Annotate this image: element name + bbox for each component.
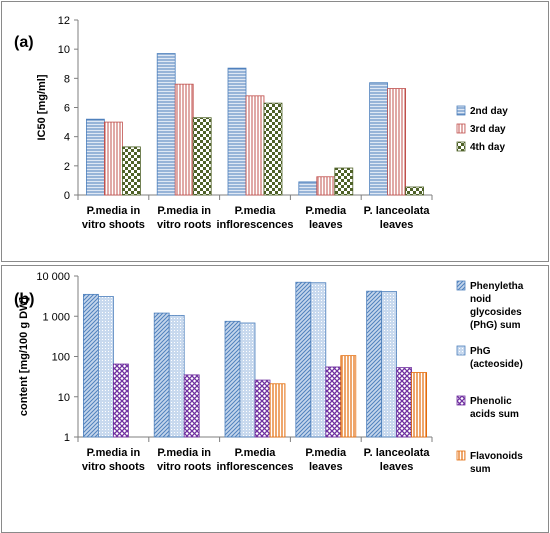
legend-swatch-b: [456, 450, 466, 461]
legend-label-b: noid: [470, 294, 491, 305]
bar-a: [192, 117, 212, 196]
legend-label-b: Phenolic: [470, 396, 512, 407]
chart-panel-a: (a) IC50 [mg/ml] 0 2 4 6 8 10 12 P.media in vitro …: [1, 1, 549, 262]
legend-label-b: acids sum: [470, 409, 519, 420]
bar-b: [83, 293, 99, 438]
bar-a: [122, 146, 141, 196]
x-category-label-b: vitro roots: [157, 461, 211, 473]
bar-b: [381, 291, 398, 438]
bar-b: [325, 366, 342, 438]
legend-label-a: 2nd day: [470, 106, 508, 117]
bar-a: [227, 67, 247, 196]
bar-a: [387, 88, 407, 196]
bar-a: [245, 95, 265, 196]
y-axis-title-a: IC50 [mg/ml]: [36, 74, 48, 140]
y-tick-label-a: 8: [64, 73, 70, 85]
bar-a: [263, 102, 283, 196]
legend-label-b: Phenyletha: [470, 281, 524, 292]
bar-a: [334, 167, 354, 196]
y-tick-label-a: 6: [64, 103, 70, 115]
bar-b: [98, 296, 114, 438]
bar-b: [411, 372, 428, 438]
y-tick-label-b: 1: [64, 432, 70, 444]
x-category-label-b: P.media: [305, 447, 347, 459]
bar-b: [396, 367, 413, 438]
x-category-label-b: P.media in: [87, 447, 141, 459]
bar-b: [224, 320, 241, 438]
bar-b: [269, 383, 286, 438]
x-category-label-b: P. lanceolata: [364, 447, 431, 459]
chart-b-svg: (b)content [mg/100 g DW] 1 10 100 1 000 10 00…: [14, 271, 524, 475]
legend-label-b: (PhG) sum: [470, 320, 521, 331]
bar-b: [340, 355, 357, 438]
legend-swatch-b: [456, 345, 466, 356]
chart-panel-b: (b) content [mg/100 g DW] 1 10 100 1 000 10 00…: [1, 265, 549, 533]
x-category-label-b: vitro shoots: [82, 461, 145, 473]
x-category-label-b: leaves: [309, 461, 343, 473]
x-category-label-a: leaves: [380, 219, 414, 231]
x-category-label-b: leaves: [380, 461, 414, 473]
bar-a: [174, 83, 194, 196]
x-category-label-a: P.media in: [157, 205, 211, 217]
legend-label-a: 3rd day: [470, 124, 506, 135]
y-tick-label-b: 10: [58, 392, 70, 404]
legend-swatch-a: [456, 105, 466, 116]
legend-label-b: Flavonoids: [470, 451, 523, 462]
chart-a-svg: (a) IC50 [mg/ml] 0 2 4 6 8 10 12 P.media in vitro …: [14, 15, 508, 231]
bar-a: [369, 82, 389, 196]
bar-a: [86, 118, 105, 196]
y-axis-title-b: content [mg/100 g DW]: [18, 297, 30, 417]
bar-a: [156, 53, 176, 196]
bar-b: [366, 290, 383, 438]
panel-label-b: (b): [14, 291, 34, 308]
bar-a: [405, 186, 425, 196]
panel-label-a: (a): [14, 34, 34, 51]
y-tick-label-a: 12: [58, 15, 70, 27]
bar-b: [295, 281, 312, 438]
bar-b: [310, 282, 327, 438]
bar-b: [239, 322, 256, 438]
x-category-label-a: inflorescences: [216, 219, 293, 231]
y-tick-label-b: 1 000: [42, 311, 70, 323]
y-tick-label-a: 2: [64, 161, 70, 173]
x-category-label-a: P. lanceolata: [364, 205, 431, 217]
x-category-label-a: vitro shoots: [82, 219, 145, 231]
legend-label-b: sum: [470, 464, 491, 475]
legend-swatch-b: [456, 395, 466, 406]
x-category-label-a: P.media: [235, 205, 277, 217]
y-tick-label-a: 0: [64, 190, 70, 202]
x-category-label-b: inflorescences: [216, 461, 293, 473]
x-category-label-b: P.media in: [157, 447, 211, 459]
x-category-label-b: P.media: [235, 447, 277, 459]
bar-b: [254, 379, 271, 438]
legend-swatch-a: [456, 141, 466, 152]
bar-a: [104, 121, 123, 196]
legend-label-b: PhG: [470, 346, 491, 357]
bar-b: [168, 314, 185, 438]
legend-label-b: glycosides: [470, 307, 522, 318]
legend-swatch-a: [456, 123, 466, 134]
legend-label-b: (acteoside): [470, 359, 523, 370]
y-tick-label-b: 100: [52, 352, 70, 364]
bar-b: [183, 374, 200, 438]
legend-swatch-b: [456, 280, 466, 291]
y-tick-label-a: 4: [64, 132, 70, 144]
x-category-label-a: P.media in: [87, 205, 141, 217]
bar-b: [153, 312, 170, 438]
x-category-label-a: leaves: [309, 219, 343, 231]
bar-a: [298, 181, 318, 196]
bar-a: [316, 176, 336, 196]
legend-label-a: 4th day: [470, 142, 505, 153]
x-category-label-a: P.media: [305, 205, 347, 217]
y-tick-label-b: 10 000: [36, 271, 70, 283]
bar-b: [113, 363, 129, 438]
y-tick-label-a: 10: [58, 44, 70, 56]
x-category-label-a: vitro roots: [157, 219, 211, 231]
